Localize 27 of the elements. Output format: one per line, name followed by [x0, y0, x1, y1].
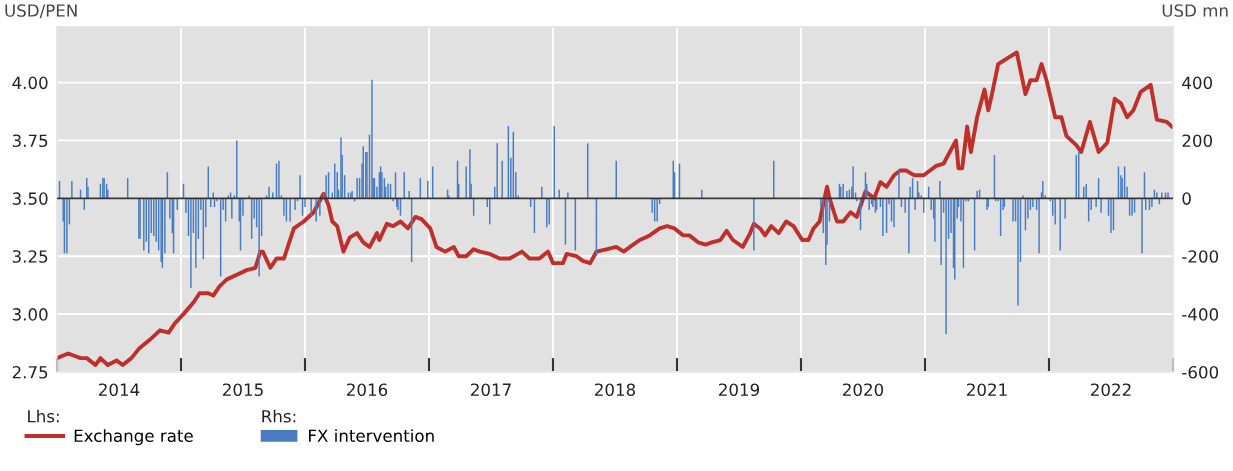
y2-tick-label: 0 — [1182, 192, 1191, 205]
x-tick-label: 2022 — [1091, 383, 1131, 397]
x-tick-label: 2015 — [223, 383, 263, 397]
y2-tick-label: 200 — [1182, 134, 1213, 148]
y2-tick-label: -400 — [1182, 308, 1219, 321]
y-tick-label: 2.75 — [12, 365, 48, 379]
y-tick-label: 3.00 — [12, 308, 48, 321]
x-tick-label: 2021 — [967, 383, 1007, 397]
y2-tick-label: -200 — [1182, 250, 1219, 263]
x-tick-label: 2019 — [719, 383, 760, 397]
y2-axis-title: USD mn — [1162, 4, 1228, 17]
x-tick-label: 2017 — [471, 383, 511, 397]
x-tick-label: 2014 — [99, 383, 140, 397]
x-tick-label: 2018 — [595, 383, 636, 397]
text: Lhs: — [28, 409, 59, 423]
text: Rhs: — [262, 409, 296, 423]
y-tick-label: 3.25 — [12, 250, 48, 263]
x-tick-label: 2020 — [843, 383, 884, 397]
y-axis-title: USD/PEN — [5, 4, 77, 19]
y2-tick-label: 400 — [1182, 76, 1213, 90]
y-tick-label: 4.00 — [12, 76, 48, 90]
legend-label: Exchange rate — [74, 429, 193, 446]
y2-tick-label: -600 — [1182, 365, 1219, 379]
legend-label: FX intervention — [309, 429, 434, 443]
x-tick-label: 2016 — [347, 383, 388, 397]
y-tick-label: 3.50 — [12, 192, 48, 205]
y-tick-label: 3.75 — [12, 134, 48, 148]
